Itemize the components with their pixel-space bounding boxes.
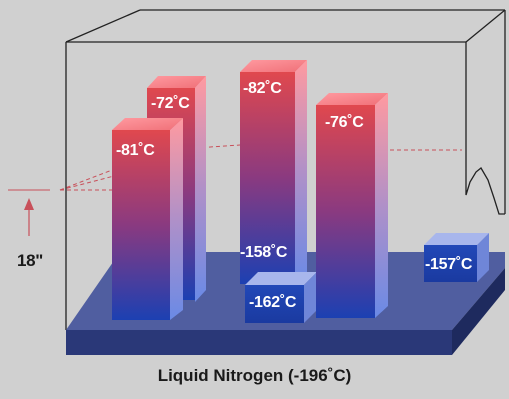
temp-label-column-b: -72˚C xyxy=(151,95,190,112)
temp-label-column-d: -76˚C xyxy=(325,114,364,131)
diagram-caption: Liquid Nitrogen (-196˚C) xyxy=(157,366,352,385)
temp-label-column-c-bottom: -158˚C xyxy=(240,244,288,261)
column-c xyxy=(240,60,307,284)
temp-label-side-block: -157˚C xyxy=(425,256,473,273)
temp-label-short-block: -162˚C xyxy=(249,294,297,311)
temp-label-column-a: -81˚C xyxy=(116,142,155,159)
short-block xyxy=(245,272,317,323)
height-arrow xyxy=(24,198,34,236)
temp-label-column-c-top: -82˚C xyxy=(243,80,282,97)
column-a xyxy=(112,118,183,320)
side-block xyxy=(424,233,489,282)
column-d xyxy=(316,93,388,318)
height-marker-label: 18" xyxy=(17,251,44,270)
cabinet-outline xyxy=(65,9,506,330)
